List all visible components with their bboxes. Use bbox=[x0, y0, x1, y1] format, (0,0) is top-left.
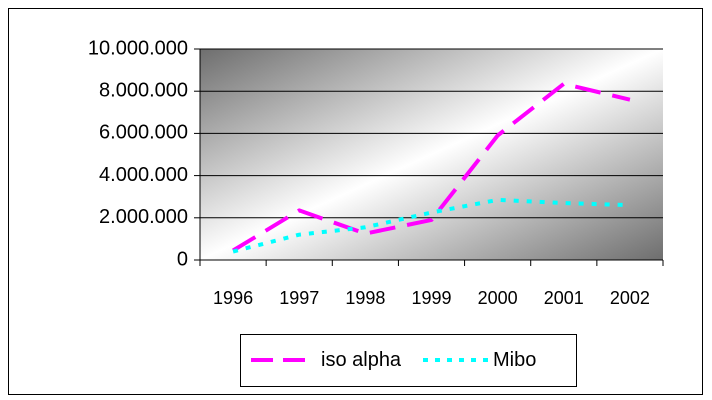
legend-item-iso-alpha: iso alpha bbox=[249, 347, 401, 373]
data-point-iso-alpha bbox=[430, 218, 434, 222]
data-point-iso-alpha bbox=[496, 134, 500, 138]
series-line-iso-alpha bbox=[232, 81, 631, 253]
legend-label-iso-alpha: iso alpha bbox=[321, 348, 402, 371]
data-point-iso-alpha bbox=[297, 208, 301, 212]
chart-frame: 0 2.000.000 4.000.000 6.000.000 8.000.000 10.… bbox=[8, 8, 703, 395]
y-tick-label: 0 bbox=[177, 248, 188, 270]
x-tick-label: 1999 bbox=[411, 288, 451, 308]
data-point-mibo bbox=[231, 250, 235, 254]
x-tick-label: 1997 bbox=[279, 288, 319, 308]
data-point-iso-alpha bbox=[562, 82, 566, 86]
y-tick-label: 8.000.000 bbox=[99, 79, 188, 101]
data-point-mibo bbox=[562, 201, 566, 205]
legend-item-mibo: Mibo bbox=[421, 347, 536, 373]
y-tick-label: 6.000.000 bbox=[99, 122, 188, 144]
x-tick-label: 1998 bbox=[345, 288, 385, 308]
y-tick-label: 10.000.000 bbox=[88, 37, 188, 59]
data-point-iso-alpha bbox=[363, 232, 367, 236]
data-point-mibo bbox=[297, 233, 301, 237]
data-point-mibo bbox=[628, 203, 632, 207]
chart-legend: iso alpha Mibo bbox=[240, 334, 577, 387]
x-tick-label: 2000 bbox=[478, 288, 518, 308]
legend-swatch-mibo bbox=[423, 358, 489, 362]
line-chart: 0 2.000.000 4.000.000 6.000.000 8.000.000 10.… bbox=[88, 37, 664, 308]
y-tick-label: 2.000.000 bbox=[99, 206, 188, 228]
data-point-iso-alpha bbox=[628, 98, 632, 102]
legend-label-mibo: Mibo bbox=[493, 348, 537, 371]
x-tick-label: 2002 bbox=[610, 288, 650, 308]
x-tick-label: 1996 bbox=[213, 288, 253, 308]
legend-swatch-iso-alpha bbox=[251, 358, 313, 362]
data-point-mibo bbox=[363, 225, 367, 229]
x-tick-label: 2001 bbox=[544, 288, 584, 308]
series-line-mibo bbox=[232, 197, 630, 254]
data-point-mibo bbox=[430, 211, 434, 215]
data-point-mibo bbox=[496, 198, 500, 202]
y-tick-label: 4.000.000 bbox=[99, 164, 188, 186]
